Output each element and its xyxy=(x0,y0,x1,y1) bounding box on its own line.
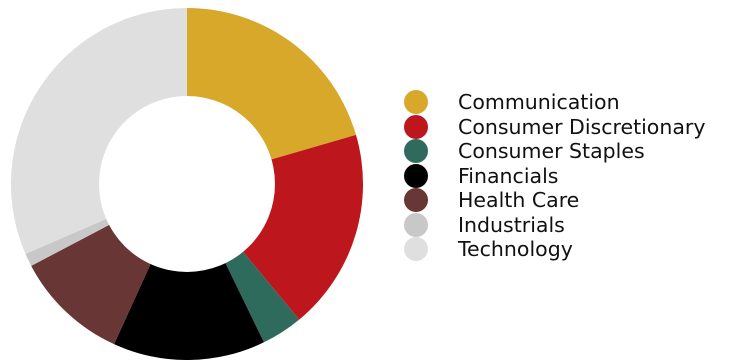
legend-item-consumer-discretionary: Consumer Discretionary xyxy=(404,114,740,140)
legend-swatch-consumer-discretionary xyxy=(404,114,428,139)
legend-swatch-industrials xyxy=(404,212,428,237)
legend-item-communication: Communication xyxy=(404,90,740,115)
legend-label-consumer-staples: Consumer Staples xyxy=(458,139,645,164)
legend-swatch-health-care xyxy=(404,188,428,213)
legend-item-technology: Technology xyxy=(404,237,740,262)
legend-label-communication: Communication xyxy=(458,90,620,115)
legend-label-financials: Financials xyxy=(458,163,559,188)
legend-item-industrials: Industrials xyxy=(404,212,740,238)
legend-item-financials: Financials xyxy=(404,163,740,189)
legend-label-technology: Technology xyxy=(458,237,573,262)
legend-swatch-communication xyxy=(404,90,428,115)
slice-financials xyxy=(114,184,264,360)
legend-swatch-consumer-staples xyxy=(404,139,428,164)
legend-swatch-financials xyxy=(404,163,428,188)
donut-hole xyxy=(99,96,275,272)
legend-label-industrials: Industrials xyxy=(458,212,565,237)
legend-label-health-care: Health Care xyxy=(458,188,580,213)
legend-swatch-technology xyxy=(404,237,428,262)
legend-label-consumer-discretionary: Consumer Discretionary xyxy=(458,114,706,139)
legend-item-consumer-staples: Consumer Staples xyxy=(404,139,740,164)
legend: Communication Consumer Discretionary Con… xyxy=(404,90,740,262)
legend-item-health-care: Health Care xyxy=(404,188,740,213)
